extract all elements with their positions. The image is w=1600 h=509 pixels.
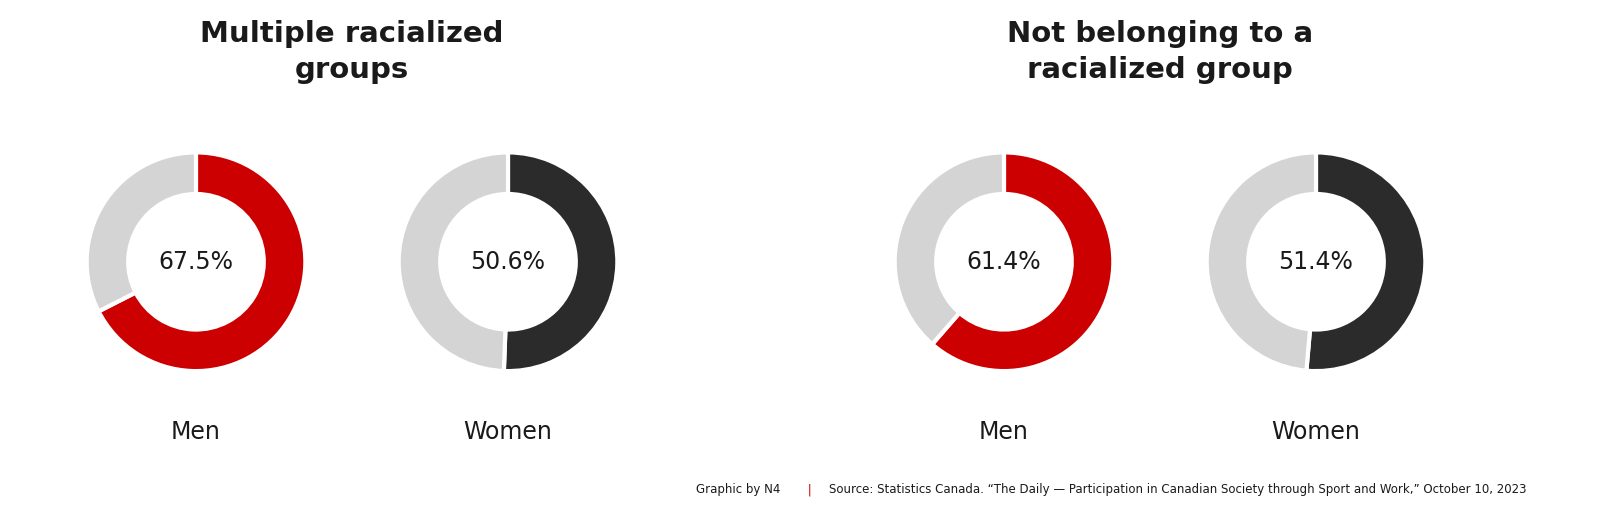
Text: Not belonging to a
racialized group: Not belonging to a racialized group xyxy=(1006,20,1314,84)
Text: Graphic by N4: Graphic by N4 xyxy=(696,483,781,496)
Text: 50.6%: 50.6% xyxy=(470,250,546,274)
Text: Women: Women xyxy=(464,420,552,444)
Wedge shape xyxy=(504,152,618,371)
Text: 51.4%: 51.4% xyxy=(1278,250,1354,274)
Text: 67.5%: 67.5% xyxy=(158,250,234,274)
Wedge shape xyxy=(1306,152,1426,371)
Wedge shape xyxy=(86,152,197,312)
Wedge shape xyxy=(1206,152,1317,371)
Wedge shape xyxy=(933,152,1114,371)
Text: Source: Statistics Canada. “The Daily — Participation in Canadian Society throug: Source: Statistics Canada. “The Daily — … xyxy=(829,483,1526,496)
Wedge shape xyxy=(398,152,509,371)
Text: Multiple racialized
groups: Multiple racialized groups xyxy=(200,20,504,84)
Text: Men: Men xyxy=(171,420,221,444)
Text: 61.4%: 61.4% xyxy=(966,250,1042,274)
Wedge shape xyxy=(99,152,306,371)
Text: Men: Men xyxy=(979,420,1029,444)
Text: Women: Women xyxy=(1272,420,1360,444)
Wedge shape xyxy=(894,152,1005,344)
Text: |: | xyxy=(805,483,816,496)
